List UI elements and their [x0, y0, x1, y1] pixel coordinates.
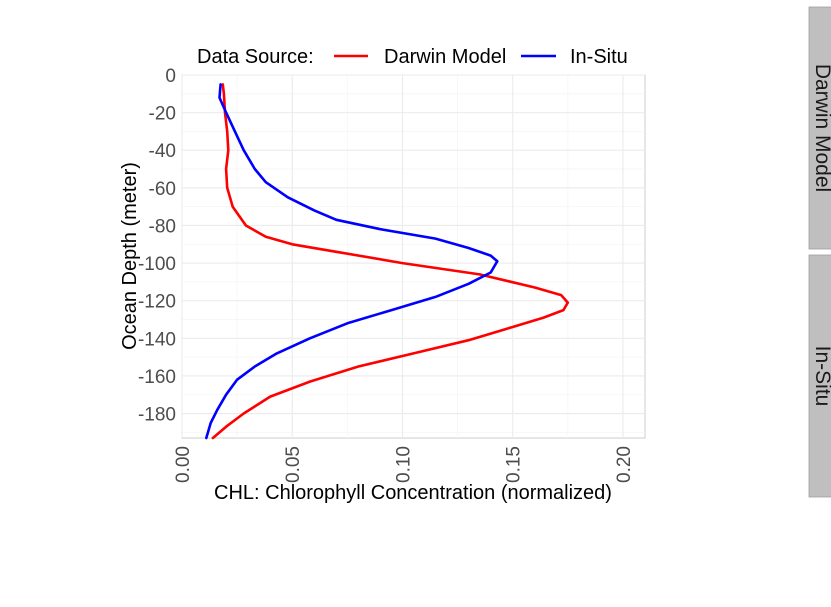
- in-situ-line: [205, 83, 499, 440]
- y-axis-ticks: 0 -20 -40 -60 -80 -100 -120 -140 -160 -180: [138, 66, 176, 426]
- x-axis-ticks: 0.00 0.05 0.10 0.15 0.20: [173, 446, 635, 483]
- y-tick-label: 0: [165, 66, 176, 87]
- y-axis-title: Ocean Depth (meter): [119, 162, 141, 350]
- y-tick-label: -180: [138, 405, 176, 426]
- legend: Data Source: Darwin Model In-Situ: [197, 46, 628, 68]
- y-tick-label: -100: [138, 254, 176, 275]
- y-tick-label: -20: [149, 104, 176, 125]
- y-tick-label: -80: [149, 216, 176, 237]
- x-axis-title: CHL: Chlorophyll Concentration (normaliz…: [214, 482, 612, 504]
- y-tick-label: -140: [138, 329, 176, 350]
- legend-title: Data Source:: [197, 46, 314, 68]
- facet-label-darwin-model: Darwin Model: [811, 64, 831, 192]
- y-tick-label: -60: [149, 179, 176, 200]
- minor-gridlines: [182, 75, 645, 438]
- facet-label-in-situ: In-Situ: [811, 346, 831, 407]
- plot-background: [181, 74, 646, 439]
- plot-panel: [181, 74, 646, 440]
- y-tick-label: -120: [138, 292, 176, 313]
- x-tick-label: 0.00: [173, 446, 194, 483]
- x-tick-label: 0.10: [393, 446, 414, 483]
- series-layer: [205, 83, 570, 440]
- facet-strip-in-situ: [808, 254, 831, 498]
- legend-label-in-situ: In-Situ: [570, 46, 628, 68]
- y-tick-label: -40: [149, 141, 176, 162]
- x-tick-label: 0.20: [614, 446, 635, 483]
- major-gridlines: [181, 74, 645, 438]
- x-tick-label: 0.05: [283, 446, 304, 483]
- darwin-model-line: [211, 83, 570, 440]
- y-tick-label: -160: [138, 367, 176, 388]
- legend-label-darwin-model: Darwin Model: [384, 46, 506, 68]
- facet-strips: Darwin Model In-Situ: [808, 6, 831, 498]
- x-tick-label: 0.15: [504, 446, 525, 483]
- facet-strip-darwin-model: [808, 6, 831, 250]
